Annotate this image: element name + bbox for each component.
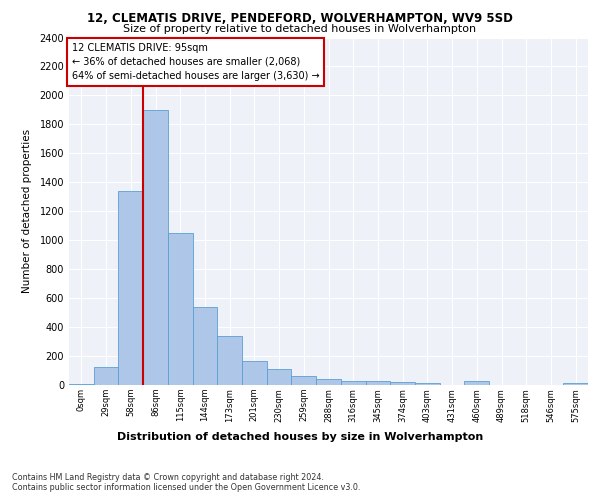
Text: Size of property relative to detached houses in Wolverhampton: Size of property relative to detached ho… bbox=[124, 24, 476, 34]
Text: Distribution of detached houses by size in Wolverhampton: Distribution of detached houses by size … bbox=[117, 432, 483, 442]
Bar bbox=[415, 383, 440, 385]
Text: Contains public sector information licensed under the Open Government Licence v3: Contains public sector information licen… bbox=[12, 484, 361, 492]
Text: 12 CLEMATIS DRIVE: 95sqm
← 36% of detached houses are smaller (2,068)
64% of sem: 12 CLEMATIS DRIVE: 95sqm ← 36% of detach… bbox=[71, 42, 319, 80]
Bar bbox=[292, 376, 316, 385]
Text: Contains HM Land Registry data © Crown copyright and database right 2024.: Contains HM Land Registry data © Crown c… bbox=[12, 472, 324, 482]
Bar bbox=[464, 382, 489, 385]
Bar bbox=[168, 233, 193, 385]
Bar bbox=[94, 367, 118, 385]
Bar bbox=[390, 382, 415, 385]
Bar bbox=[341, 380, 365, 385]
Bar bbox=[193, 307, 217, 385]
Y-axis label: Number of detached properties: Number of detached properties bbox=[22, 129, 32, 294]
Text: 12, CLEMATIS DRIVE, PENDEFORD, WOLVERHAMPTON, WV9 5SD: 12, CLEMATIS DRIVE, PENDEFORD, WOLVERHAM… bbox=[87, 12, 513, 26]
Bar bbox=[267, 369, 292, 385]
Bar bbox=[143, 110, 168, 385]
Bar bbox=[365, 382, 390, 385]
Bar bbox=[69, 384, 94, 385]
Bar bbox=[242, 361, 267, 385]
Bar bbox=[316, 379, 341, 385]
Bar bbox=[563, 383, 588, 385]
Bar bbox=[118, 191, 143, 385]
Bar bbox=[217, 336, 242, 385]
